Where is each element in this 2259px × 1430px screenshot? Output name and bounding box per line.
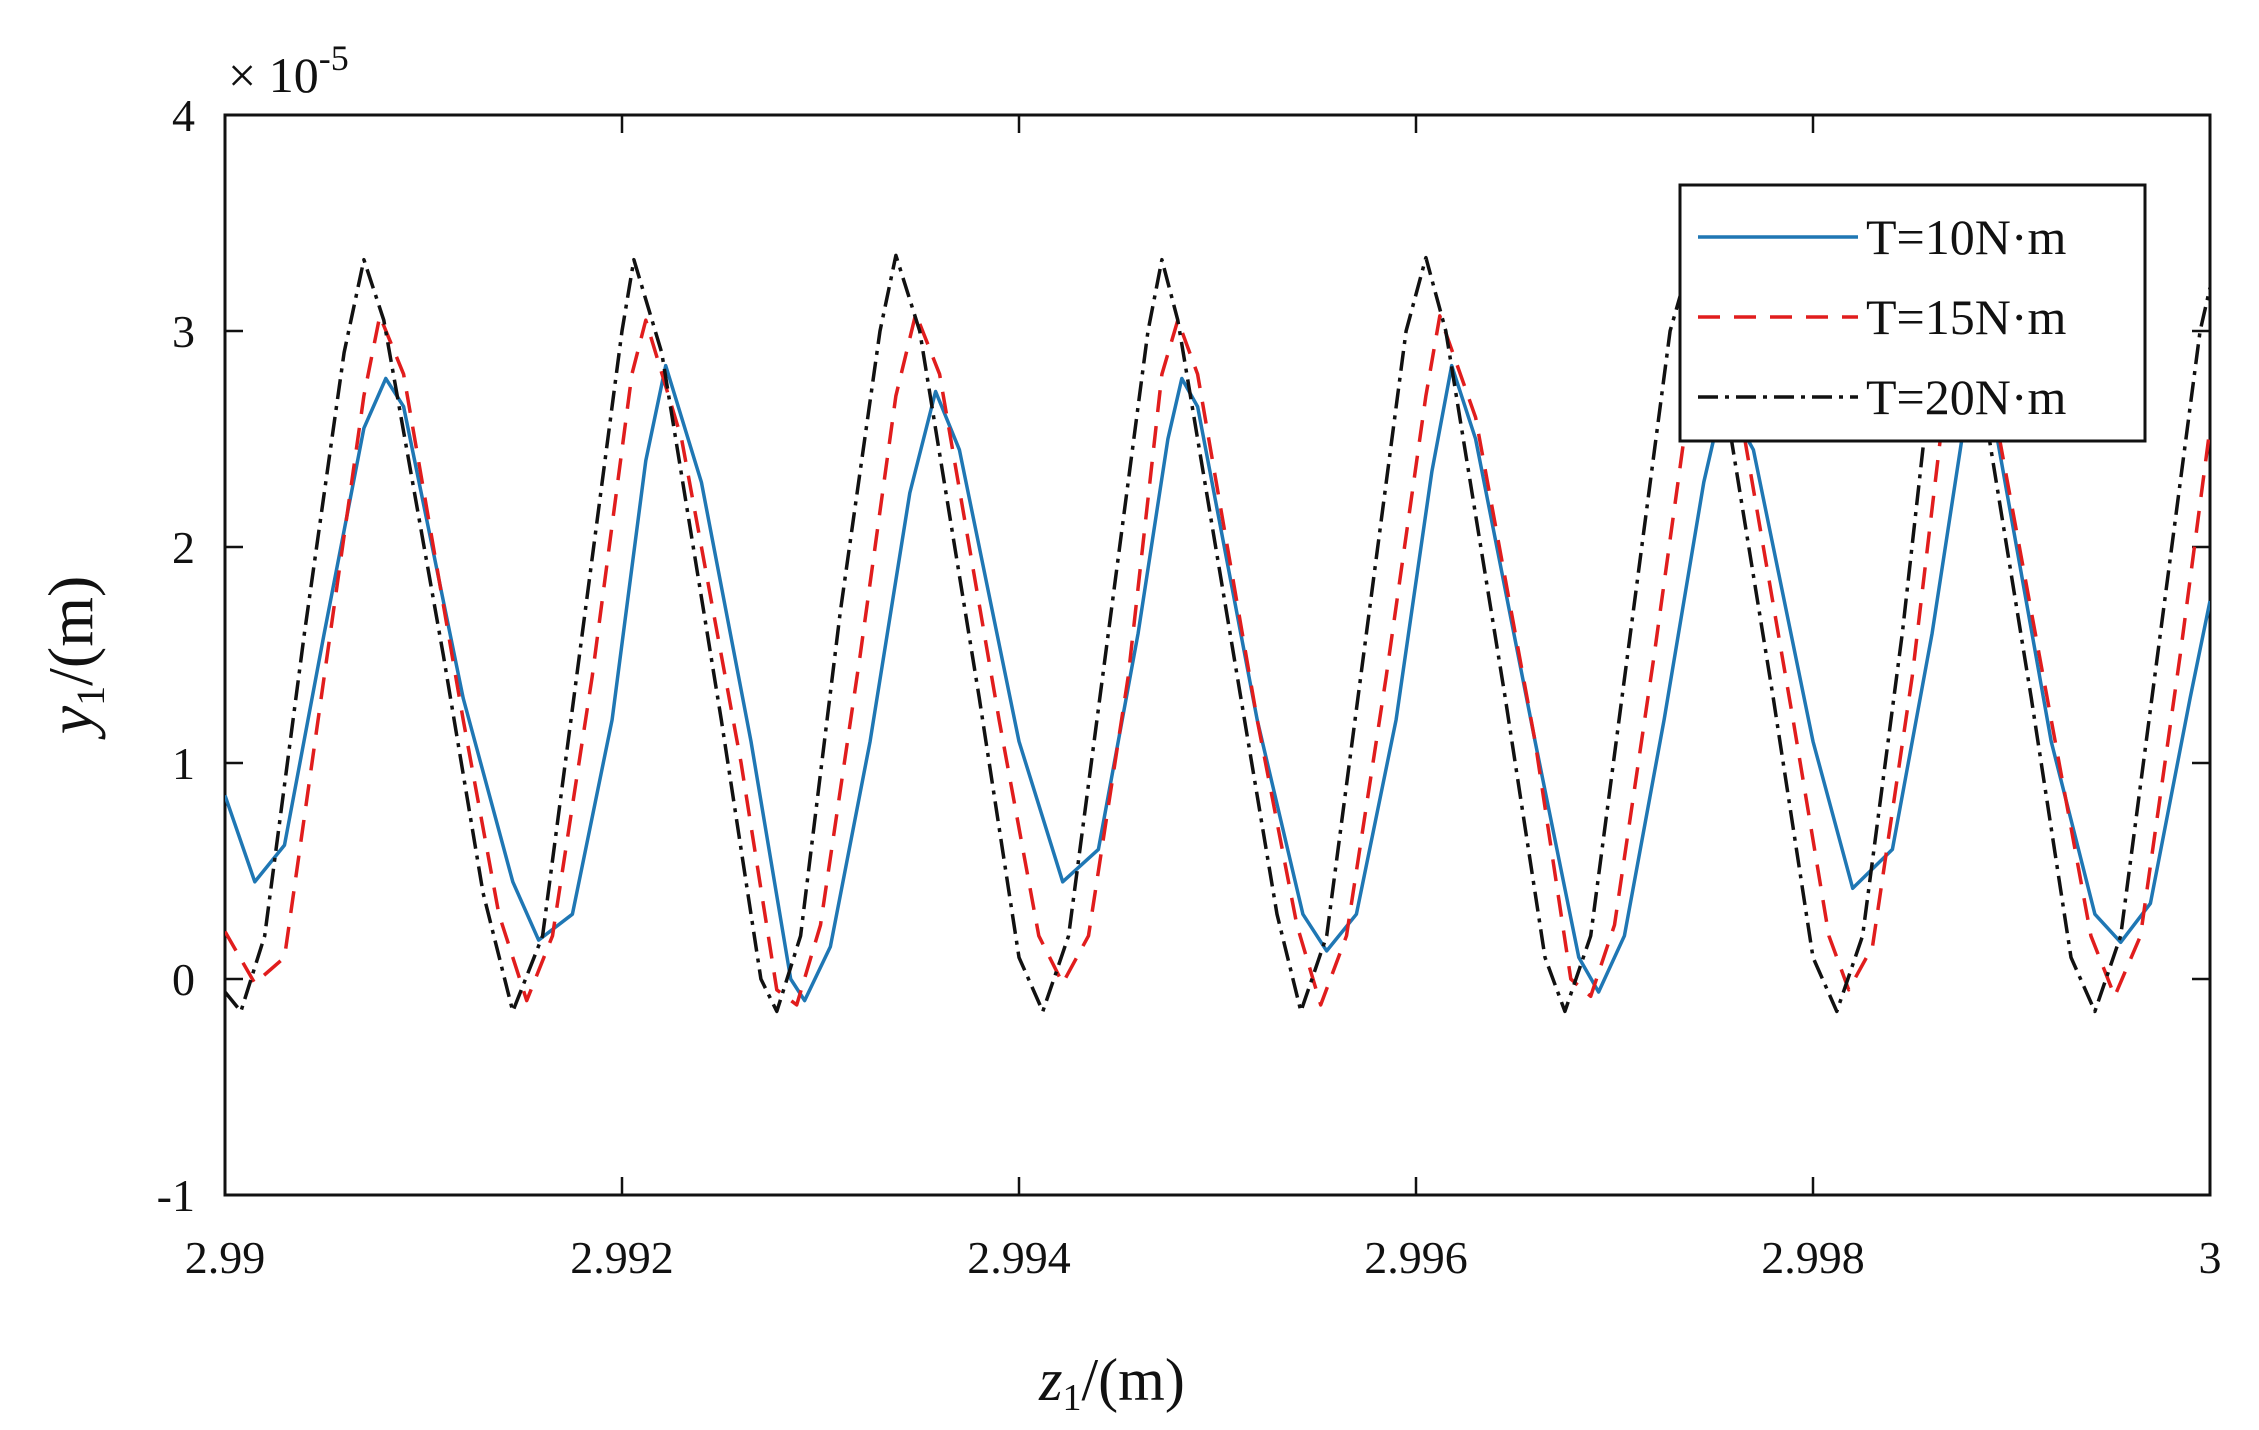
y-axis-title: y1/(m) <box>35 576 113 741</box>
y-tick-label: 1 <box>172 738 195 789</box>
x-tick-label: 2.998 <box>1761 1232 1865 1283</box>
y-tick-label: 4 <box>172 90 195 141</box>
x-tick-label: 2.994 <box>967 1232 1071 1283</box>
series-line-0 <box>225 363 2210 1003</box>
y-exponent-label: × 10-5 <box>228 38 349 103</box>
y-tick-label: -1 <box>157 1170 195 1221</box>
legend-label-t15: T=15N·m <box>1866 289 2066 345</box>
series-line-1 <box>225 311 2210 1007</box>
y-tick-label: 3 <box>172 306 195 357</box>
x-tick-label: 3 <box>2199 1232 2222 1283</box>
axis-ticks: 2.99 2.992 2.994 2.996 2.998 3 -1 0 1 2 3 4 <box>157 90 2222 1283</box>
x-tick-label: 2.996 <box>1364 1232 1468 1283</box>
legend-box <box>1678 183 2147 443</box>
x-tick-label: 2.99 <box>185 1232 266 1283</box>
y-tick-label: 2 <box>172 522 195 573</box>
legend-label-t10: T=10N·m <box>1866 209 2066 265</box>
series-layer <box>225 253 2210 1014</box>
x-tick-label: 2.992 <box>570 1232 674 1283</box>
y-tick-label: 0 <box>172 954 195 1005</box>
series-line-2 <box>225 253 2210 1014</box>
legend: T=10N·m T=15N·m T=20N·m <box>1678 183 2147 443</box>
legend-label-t20: T=20N·m <box>1866 369 2066 425</box>
x-axis-title: z1/(m) <box>1038 1347 1185 1419</box>
